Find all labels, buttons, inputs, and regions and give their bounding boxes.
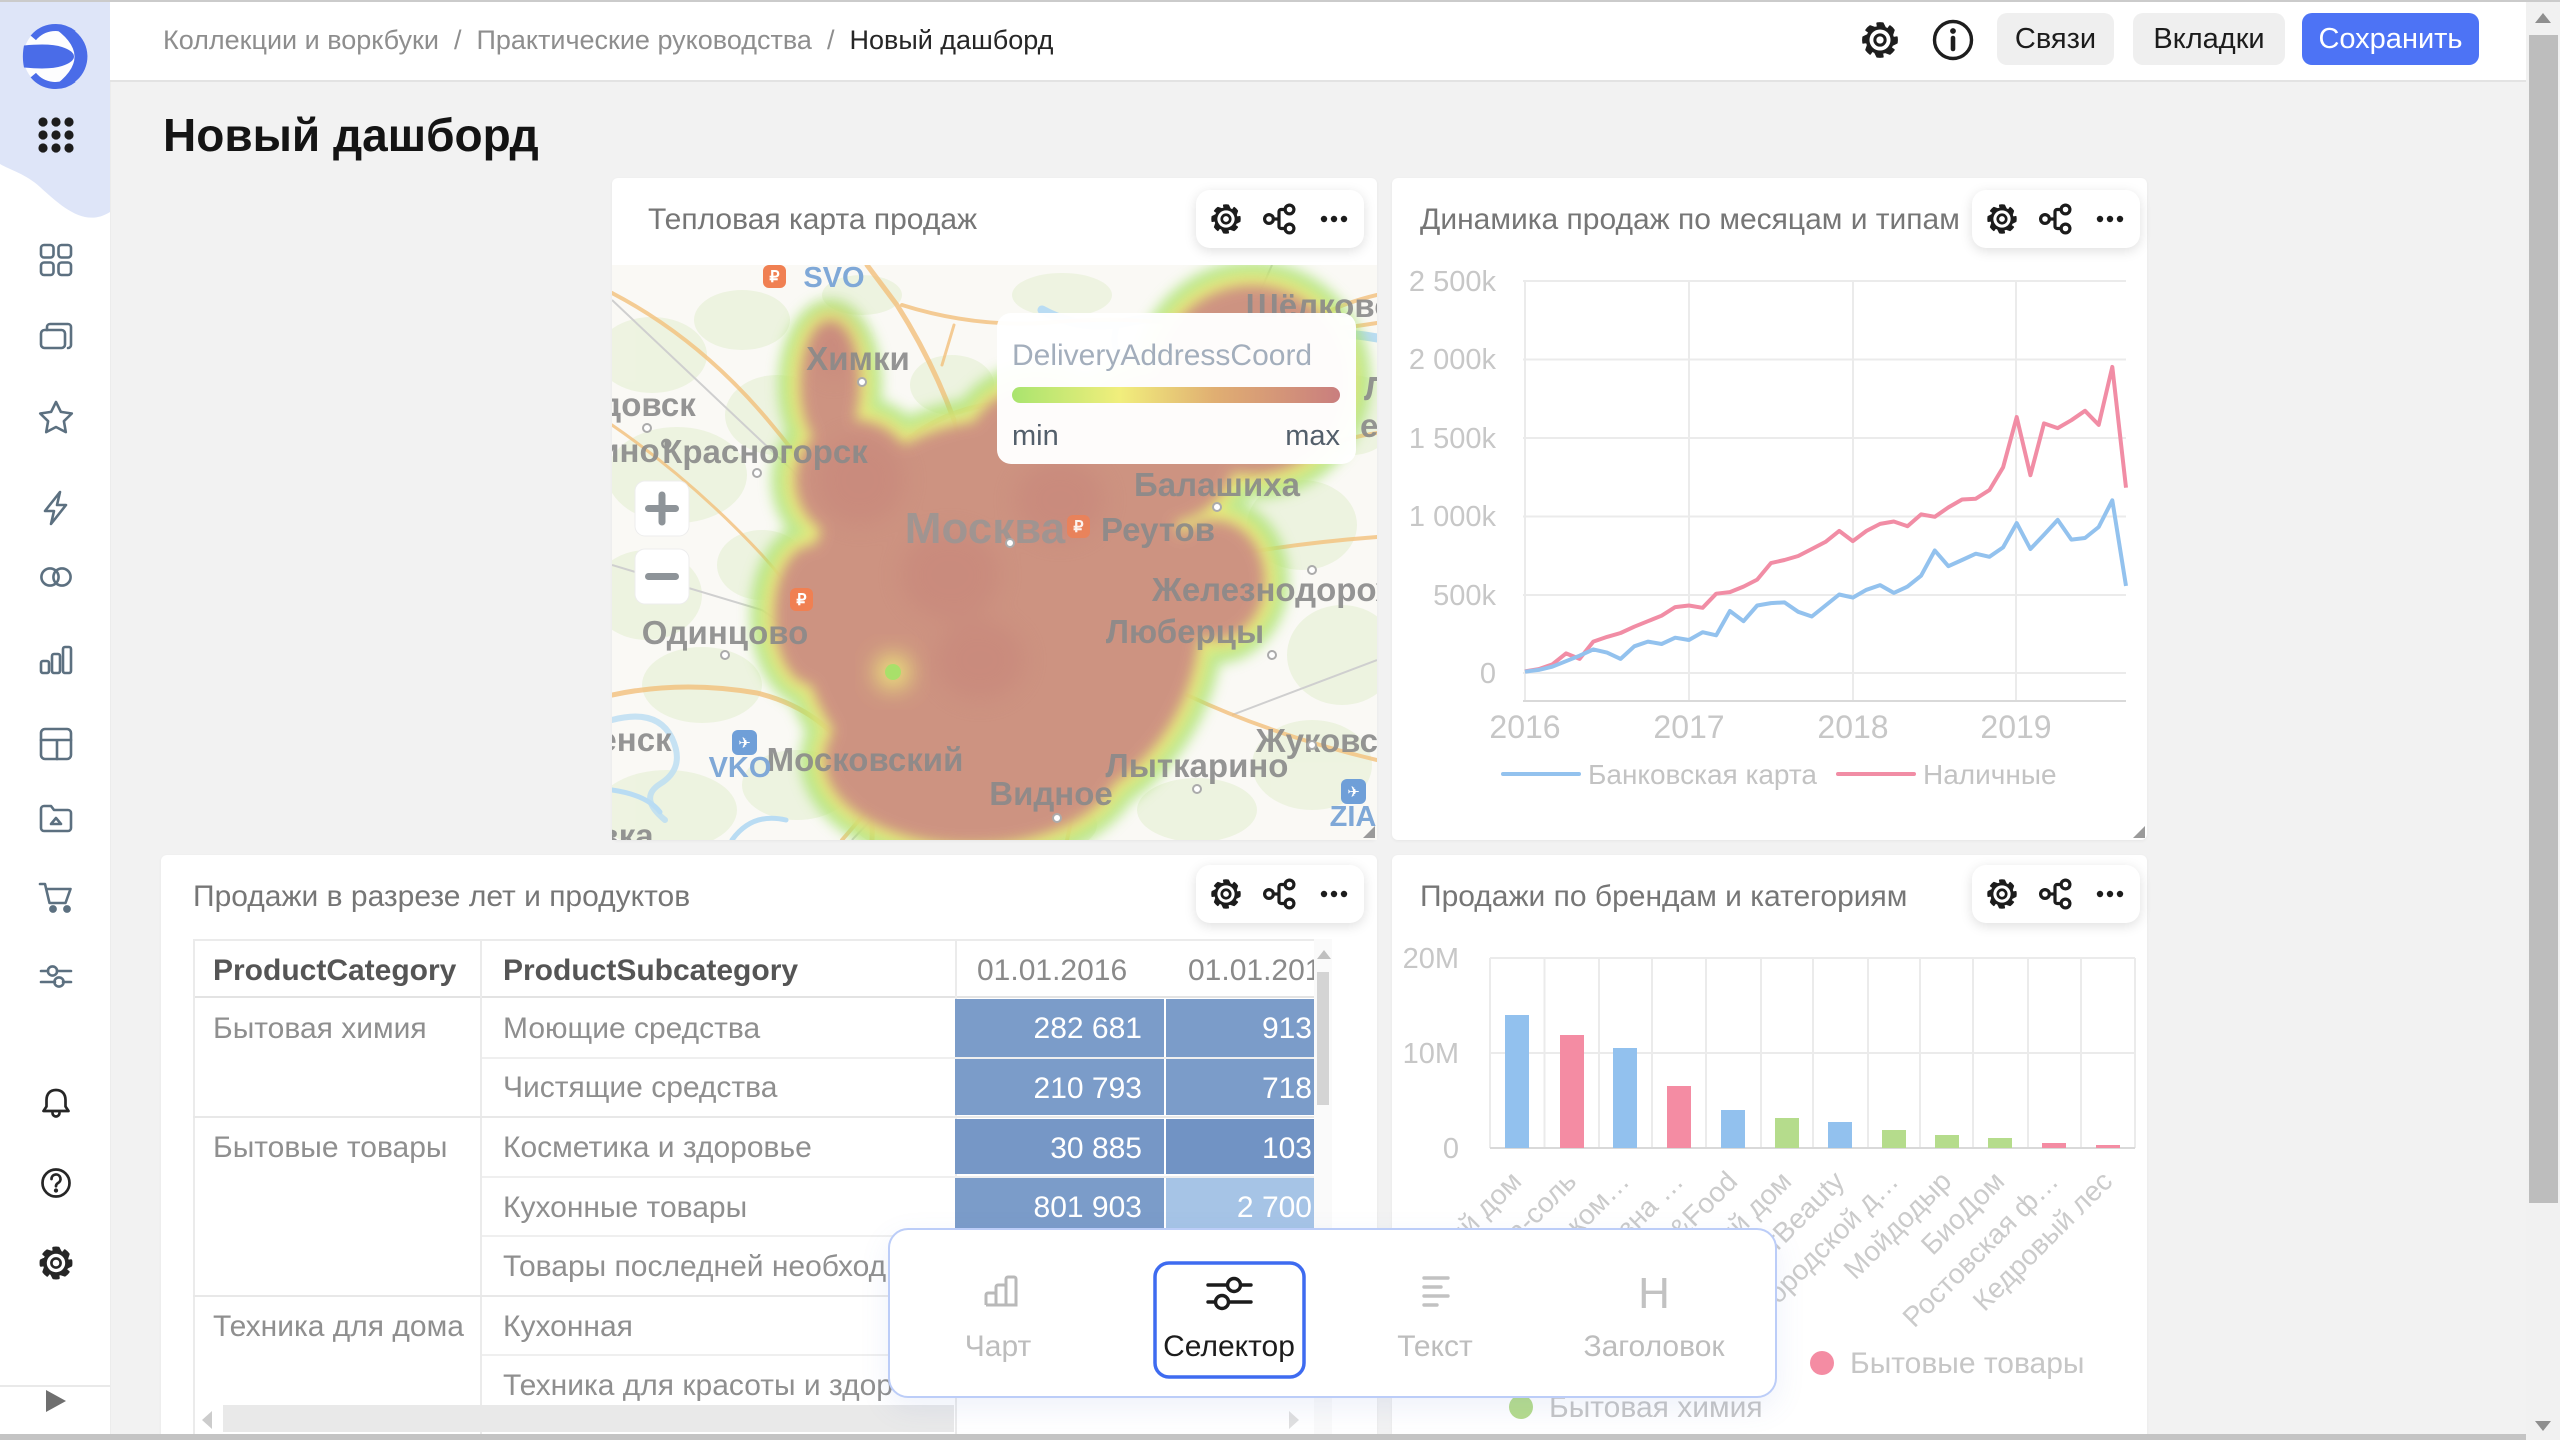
svg-text:500k: 500k bbox=[1433, 580, 1496, 612]
svg-text:₽: ₽ bbox=[796, 592, 806, 609]
svg-text:Текст: Текст bbox=[1397, 1330, 1473, 1363]
svg-text:вка: вка bbox=[612, 817, 654, 840]
svg-text:Л: Л bbox=[1364, 370, 1377, 407]
svg-text:ино°: ино° bbox=[612, 432, 673, 469]
svg-text:Заголовок: Заголовок bbox=[1583, 1330, 1725, 1363]
svg-text:Лыткарино: Лыткарино bbox=[1106, 747, 1289, 784]
svg-text:2019: 2019 bbox=[1980, 709, 2051, 745]
svg-text:Химки: Химки bbox=[806, 340, 910, 377]
svg-text:Бытовые товары: Бытовые товары bbox=[1850, 1347, 2084, 1380]
svg-text:SVO: SVO bbox=[803, 265, 864, 294]
svg-text:довск: довск bbox=[612, 386, 696, 423]
svg-text:max: max bbox=[1285, 420, 1340, 452]
svg-text:2018: 2018 bbox=[1817, 709, 1888, 745]
svg-text:Видное: Видное bbox=[989, 775, 1113, 812]
svg-text:Наличные: Наличные bbox=[1923, 759, 2057, 790]
svg-text:₽: ₽ bbox=[769, 269, 779, 286]
svg-text:H: H bbox=[1638, 1269, 1670, 1318]
svg-text:₽: ₽ bbox=[1073, 519, 1083, 536]
svg-text:Красногорск: Красногорск bbox=[662, 433, 868, 470]
svg-text:1 000k: 1 000k bbox=[1409, 501, 1497, 533]
svg-text:енск: енск bbox=[612, 721, 672, 758]
svg-text:min: min bbox=[1012, 420, 1059, 452]
svg-text:Люберцы: Люберцы bbox=[1106, 613, 1264, 650]
svg-text:ет: ет bbox=[1360, 407, 1377, 444]
svg-text:2 000k: 2 000k bbox=[1409, 344, 1497, 376]
svg-text:10M: 10M bbox=[1403, 1038, 1459, 1070]
svg-text:VKO: VKO bbox=[709, 752, 772, 784]
svg-text:Чарт: Чарт bbox=[965, 1330, 1032, 1363]
svg-text:DeliveryAddressCoord: DeliveryAddressCoord bbox=[1012, 339, 1312, 372]
svg-text:2017: 2017 bbox=[1653, 709, 1724, 745]
svg-text:2 500k: 2 500k bbox=[1409, 266, 1497, 298]
svg-text:Московский: Московский bbox=[767, 741, 964, 778]
svg-text:0: 0 bbox=[1480, 658, 1496, 690]
svg-text:Селектор: Селектор bbox=[1163, 1330, 1295, 1363]
svg-text:20M: 20M bbox=[1403, 943, 1459, 975]
svg-text:✈: ✈ bbox=[738, 735, 751, 752]
svg-text:1 500k: 1 500k bbox=[1409, 423, 1497, 455]
svg-text:Балашиха: Балашиха bbox=[1134, 466, 1301, 503]
svg-text:Москва: Москва bbox=[905, 504, 1066, 553]
svg-text:Жуковс: Жуковс bbox=[1255, 722, 1377, 759]
svg-text:Одинцово: Одинцово bbox=[642, 614, 808, 651]
svg-text:Реутов: Реутов bbox=[1101, 511, 1215, 548]
svg-text:Железнодорожны: Железнодорожны bbox=[1151, 571, 1377, 608]
svg-text:Банковская карта: Банковская карта bbox=[1588, 759, 1817, 790]
svg-text:0: 0 bbox=[1443, 1133, 1459, 1165]
svg-text:2016: 2016 bbox=[1489, 709, 1560, 745]
svg-text:ZIA: ZIA bbox=[1330, 801, 1377, 833]
svg-text:✈: ✈ bbox=[1347, 784, 1360, 801]
